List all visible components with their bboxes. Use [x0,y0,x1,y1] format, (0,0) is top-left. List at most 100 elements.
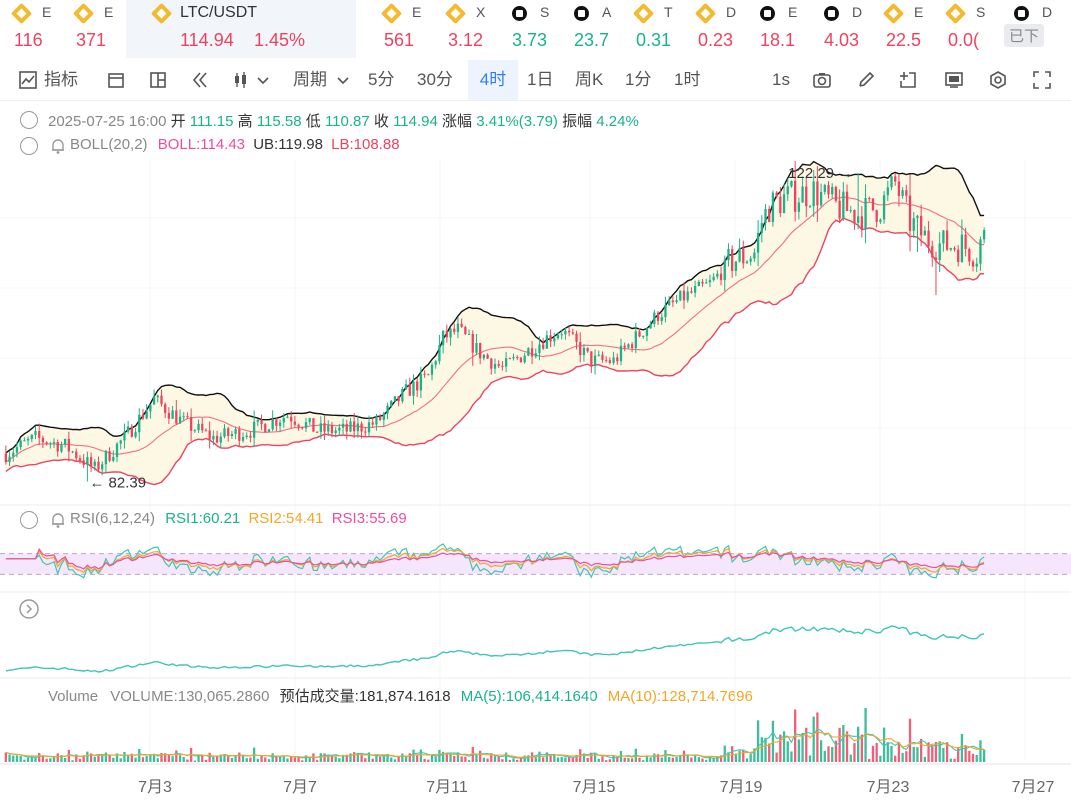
pencil-icon[interactable] [856,70,876,90]
camera-icon[interactable] [812,70,832,90]
add-window-icon[interactable] [898,70,918,90]
candle-body [938,243,941,261]
candle-body [119,440,122,444]
volume-bar [742,749,745,762]
candle-type-icon[interactable] [232,70,252,90]
volume-bar [782,731,786,762]
ticker-item[interactable]: E 116 [0,0,60,58]
change-label: 涨幅 [442,113,473,130]
ohlc-row: 2025-07-25 16:00 开 111.15 高 115.58 低 110… [48,110,639,131]
candle-body [267,429,271,433]
bell-icon[interactable] [50,511,66,529]
candle-body [601,354,604,360]
ticker-item[interactable]: D1已下 [1000,0,1060,58]
volume-bar [404,755,408,762]
display-icon[interactable] [944,70,964,90]
collapse-icon[interactable] [20,511,38,529]
candle-body [82,460,85,465]
ticker-item[interactable]: S 3.73 [498,0,558,58]
interval-tab-0[interactable]: 5分 [368,70,395,89]
volume-bar [653,753,656,762]
ticker-item[interactable]: D 4.03 [810,0,870,58]
indicator-line [5,625,985,673]
candle-body [293,421,297,425]
candle-body [26,438,30,441]
candle-body [278,422,282,426]
volume-bar [908,718,912,762]
candle-body [738,248,741,262]
volume-bar [690,757,693,762]
volume-bar [901,752,904,762]
volume-bar [638,757,641,762]
ticker-symbol: D [852,4,863,20]
volume-bar [612,754,615,762]
rewind-icon[interactable] [190,70,210,90]
volume-bar [749,754,752,762]
x-tick-label: 7月19 [720,779,763,796]
interval-tab-5[interactable]: 1分 [625,70,652,89]
period-button[interactable]: 周期 [293,70,327,89]
ticker-item[interactable]: E 22.5 [872,0,932,58]
volume-bar [845,731,849,762]
volume-bar [920,738,923,762]
candle-body [575,333,578,342]
volume-bar [138,749,141,762]
interval-tab-2[interactable]: 4时 [468,60,518,100]
chevron-down-icon[interactable] [256,70,270,90]
collapse-icon[interactable] [20,137,38,155]
interval-tab-6[interactable]: 1时 [674,70,701,89]
ticker-item[interactable]: A 23.7 [560,0,620,58]
candle-body [805,186,808,207]
ticker-item[interactable]: T 0.31 [622,0,682,58]
candle-body [252,421,256,438]
ticker-item[interactable]: E 561 [370,0,430,58]
candle-body [527,348,530,356]
expand-icon[interactable] [18,598,40,620]
volume-bar [456,752,460,762]
candle-body [130,426,133,437]
volume-bar [734,753,738,762]
ticker-item[interactable]: E 371 [62,0,122,58]
ticker-item-active[interactable]: LTC/USDT 114.94 1.45% [126,0,356,58]
ticker-item[interactable]: E 18.1 [746,0,806,58]
volume-bar [52,757,56,762]
collapse-icon[interactable] [20,111,38,129]
volume-bar [831,747,834,762]
volume-bar [112,757,115,762]
indicator-icon[interactable] [18,70,38,90]
volume-bar [434,756,437,762]
ticker-item[interactable]: S 0.0( [934,0,994,58]
interval-tab-4[interactable]: 周K [575,70,604,89]
ticker-symbol: E [788,4,798,20]
interval-tab-1[interactable]: 30分 [417,70,453,89]
bell-icon[interactable] [50,137,66,155]
ticker-item[interactable]: X 3.12 [434,0,494,58]
volume-bar [879,755,882,762]
candle-body [819,191,823,206]
candle-body [201,423,204,431]
volume-bar [119,758,122,762]
settings-icon[interactable] [988,70,1008,90]
candle-body [942,230,945,244]
indicators-button[interactable]: 指标 [44,70,78,89]
volume-bar [697,757,700,762]
okx-icon [1014,6,1029,21]
candle-body [649,323,652,329]
ticker-item[interactable]: D 0.23 [684,0,744,58]
interval-tab-3[interactable]: 1日 [527,70,554,89]
fullscreen-icon[interactable] [1032,70,1052,90]
layout-icon[interactable] [148,70,168,90]
refresh-rate-button[interactable]: 1s [772,70,790,89]
volume-bar [19,755,22,762]
calendar-icon[interactable] [106,70,126,90]
candle-body [441,330,445,346]
candle-body [304,422,308,429]
volume-bar [719,755,723,762]
chevron-down-icon[interactable] [336,70,350,90]
candle-body [171,410,174,419]
candle-body [768,208,771,222]
candle-body [868,197,871,199]
candle-body [101,464,104,470]
candle-body [264,424,267,433]
